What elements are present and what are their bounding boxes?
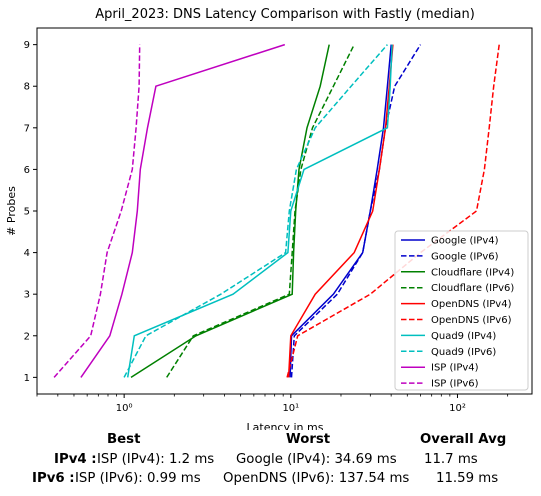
- legend-entry-opendns-ipv4: OpenDNS (IPv4): [431, 299, 512, 310]
- legend-entry-isp-ipv4: ISP (IPv4): [431, 363, 479, 374]
- series-line-opendns-ipv4: [287, 44, 394, 378]
- legend-frame: [394, 230, 529, 391]
- legend-entry-cloudflare-ipv6: Cloudflare (IPv6): [431, 283, 514, 294]
- legend-entry-quad9-ipv4: Quad9 (IPv4): [431, 331, 496, 342]
- y-tick-label: 8: [24, 82, 30, 93]
- legend-entry-google-ipv6: Google (IPv6): [431, 251, 499, 262]
- x-tick-label: 10²: [449, 403, 466, 414]
- y-tick-label: 4: [24, 248, 30, 259]
- series-layer: [53, 43, 500, 379]
- y-tick-label: 9: [24, 40, 30, 51]
- ipv4-best-value: ISP (IPv4): 1.2 ms: [97, 452, 215, 467]
- x-axis-label: Latency in ms: [247, 421, 324, 430]
- legend-entry-isp-ipv6: ISP (IPv6): [431, 379, 479, 390]
- legend: Google (IPv4) Google (IPv6) Cloudflare (IP…: [394, 230, 529, 391]
- legend-entry-quad9-ipv6: Quad9 (IPv6): [431, 347, 496, 358]
- legend-entry-cloudflare-ipv4: Cloudflare (IPv4): [431, 267, 514, 278]
- series-line-quad9-ipv6: [123, 44, 388, 378]
- overall-avg-header: Overall Avg: [420, 432, 507, 447]
- chart-title: April_2023: DNS Latency Comparison with …: [95, 7, 475, 22]
- ipv4-avg-value: 11.7 ms: [424, 452, 478, 467]
- ipv6-row-label: IPv6 :: [32, 471, 75, 486]
- y-tick-label: 7: [24, 123, 30, 134]
- stats-summary: Best Worst Overall Avg IPv4 : ISP (IPv4)…: [0, 430, 541, 490]
- legend-entry-opendns-ipv6: OpenDNS (IPv6): [431, 315, 512, 326]
- series-line-isp-ipv4: [80, 43, 286, 378]
- y-tick-label: 1: [24, 373, 30, 384]
- chart: April_2023: DNS Latency Comparison with …: [5, 7, 533, 430]
- legend-entry-google-ipv4: Google (IPv4): [431, 236, 499, 247]
- ipv6-worst-value: OpenDNS (IPv6): 137.54 ms: [223, 471, 410, 486]
- ipv4-worst-value: Google (IPv4): 34.69 ms: [236, 452, 397, 467]
- best-header: Best: [107, 432, 141, 447]
- axis-layer: 10⁰ 10¹ 10² 1 2 3 4 5 6 7 8 9: [24, 40, 509, 414]
- ipv6-avg-value: 11.59 ms: [436, 471, 499, 486]
- ipv4-row-label: IPv4 :: [54, 452, 97, 467]
- series-line-isp-ipv6: [53, 44, 141, 378]
- x-tick-label: 10¹: [282, 403, 299, 414]
- y-axis-label: # Probes: [5, 186, 18, 236]
- series-line-cloudflare-ipv6: [166, 44, 355, 378]
- y-tick-label: 6: [24, 165, 30, 176]
- series-line-google-ipv6: [290, 44, 422, 378]
- series-line-google-ipv4: [289, 44, 392, 378]
- series-line-quad9-ipv4: [126, 44, 393, 378]
- worst-header: Worst: [286, 432, 331, 447]
- x-tick-label: 10⁰: [116, 403, 133, 414]
- y-tick-label: 5: [24, 207, 30, 218]
- ipv6-best-value: ISP (IPv6): 0.99 ms: [75, 471, 201, 486]
- y-tick-label: 2: [24, 331, 30, 342]
- y-tick-label: 3: [24, 290, 30, 301]
